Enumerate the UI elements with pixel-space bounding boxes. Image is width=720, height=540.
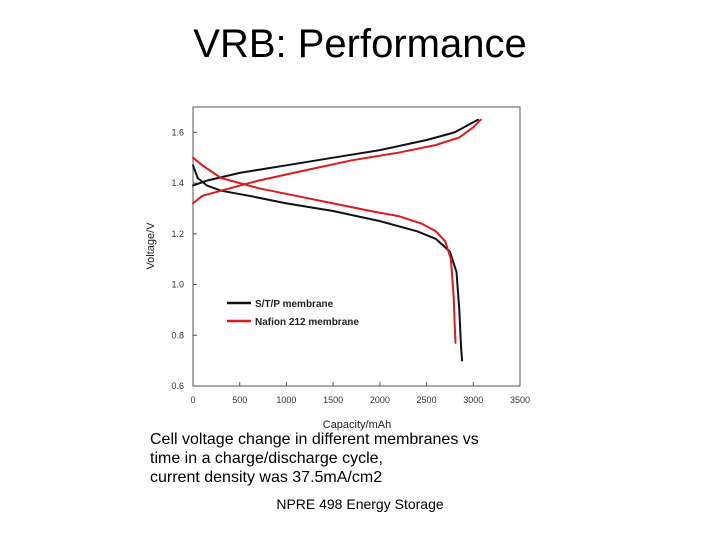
plot-frame (192, 106, 521, 387)
y-tick-label: 1.4 (171, 178, 184, 188)
series-line-0-discharge (192, 164, 464, 362)
caption-line: current density was 37.5mA/cm2 (150, 469, 383, 486)
y-tick-label: 0.8 (171, 330, 184, 340)
slide-title: VRB: Performance (193, 22, 527, 66)
footer: NPRE 498 Energy Storage (276, 496, 444, 512)
caption-line: Cell voltage change in different membran… (150, 431, 479, 448)
series-layer (192, 118, 482, 362)
y-tick-label: 1.0 (171, 280, 184, 290)
x-tick-label: 500 (232, 395, 247, 405)
y-axis-ticks: 0.6 0.8 1.0 1.2 1.4 1.6 (171, 127, 197, 391)
x-tick-label: 1000 (276, 395, 296, 405)
series-line-1-discharge (192, 156, 457, 344)
caption: Cell voltage change in different membran… (150, 430, 570, 487)
y-tick-label: 1.2 (171, 229, 184, 239)
series-line-1-charge (192, 118, 482, 205)
x-tick-label: 2500 (417, 395, 437, 405)
legend-label: S/T/P membrane (255, 299, 334, 310)
x-axis-ticks: 0 500 1000 1500 2000 2500 3000 3500 (190, 382, 530, 405)
legend-label: Nafion 212 membrane (255, 317, 359, 328)
x-tick-label: 3000 (463, 395, 483, 405)
legend: S/T/P membrane Nafion 212 membrane (227, 299, 359, 328)
series-line-0-charge (192, 118, 479, 187)
x-tick-label: 3500 (510, 395, 530, 405)
x-axis-label: Capacity/mAh (323, 419, 391, 431)
y-tick-label: 0.6 (171, 381, 184, 391)
voltage-capacity-chart: 0 500 1000 1500 2000 2500 3000 3500 0.6 0.8 1.0 1.… (145, 106, 530, 431)
x-tick-label: 1500 (323, 395, 343, 405)
y-axis-label: Voltage/V (145, 222, 157, 270)
y-tick-label: 1.6 (171, 127, 184, 137)
x-tick-label: 0 (190, 395, 195, 405)
x-tick-label: 2000 (370, 395, 390, 405)
caption-line: time in a charge/discharge cycle, (150, 450, 383, 467)
